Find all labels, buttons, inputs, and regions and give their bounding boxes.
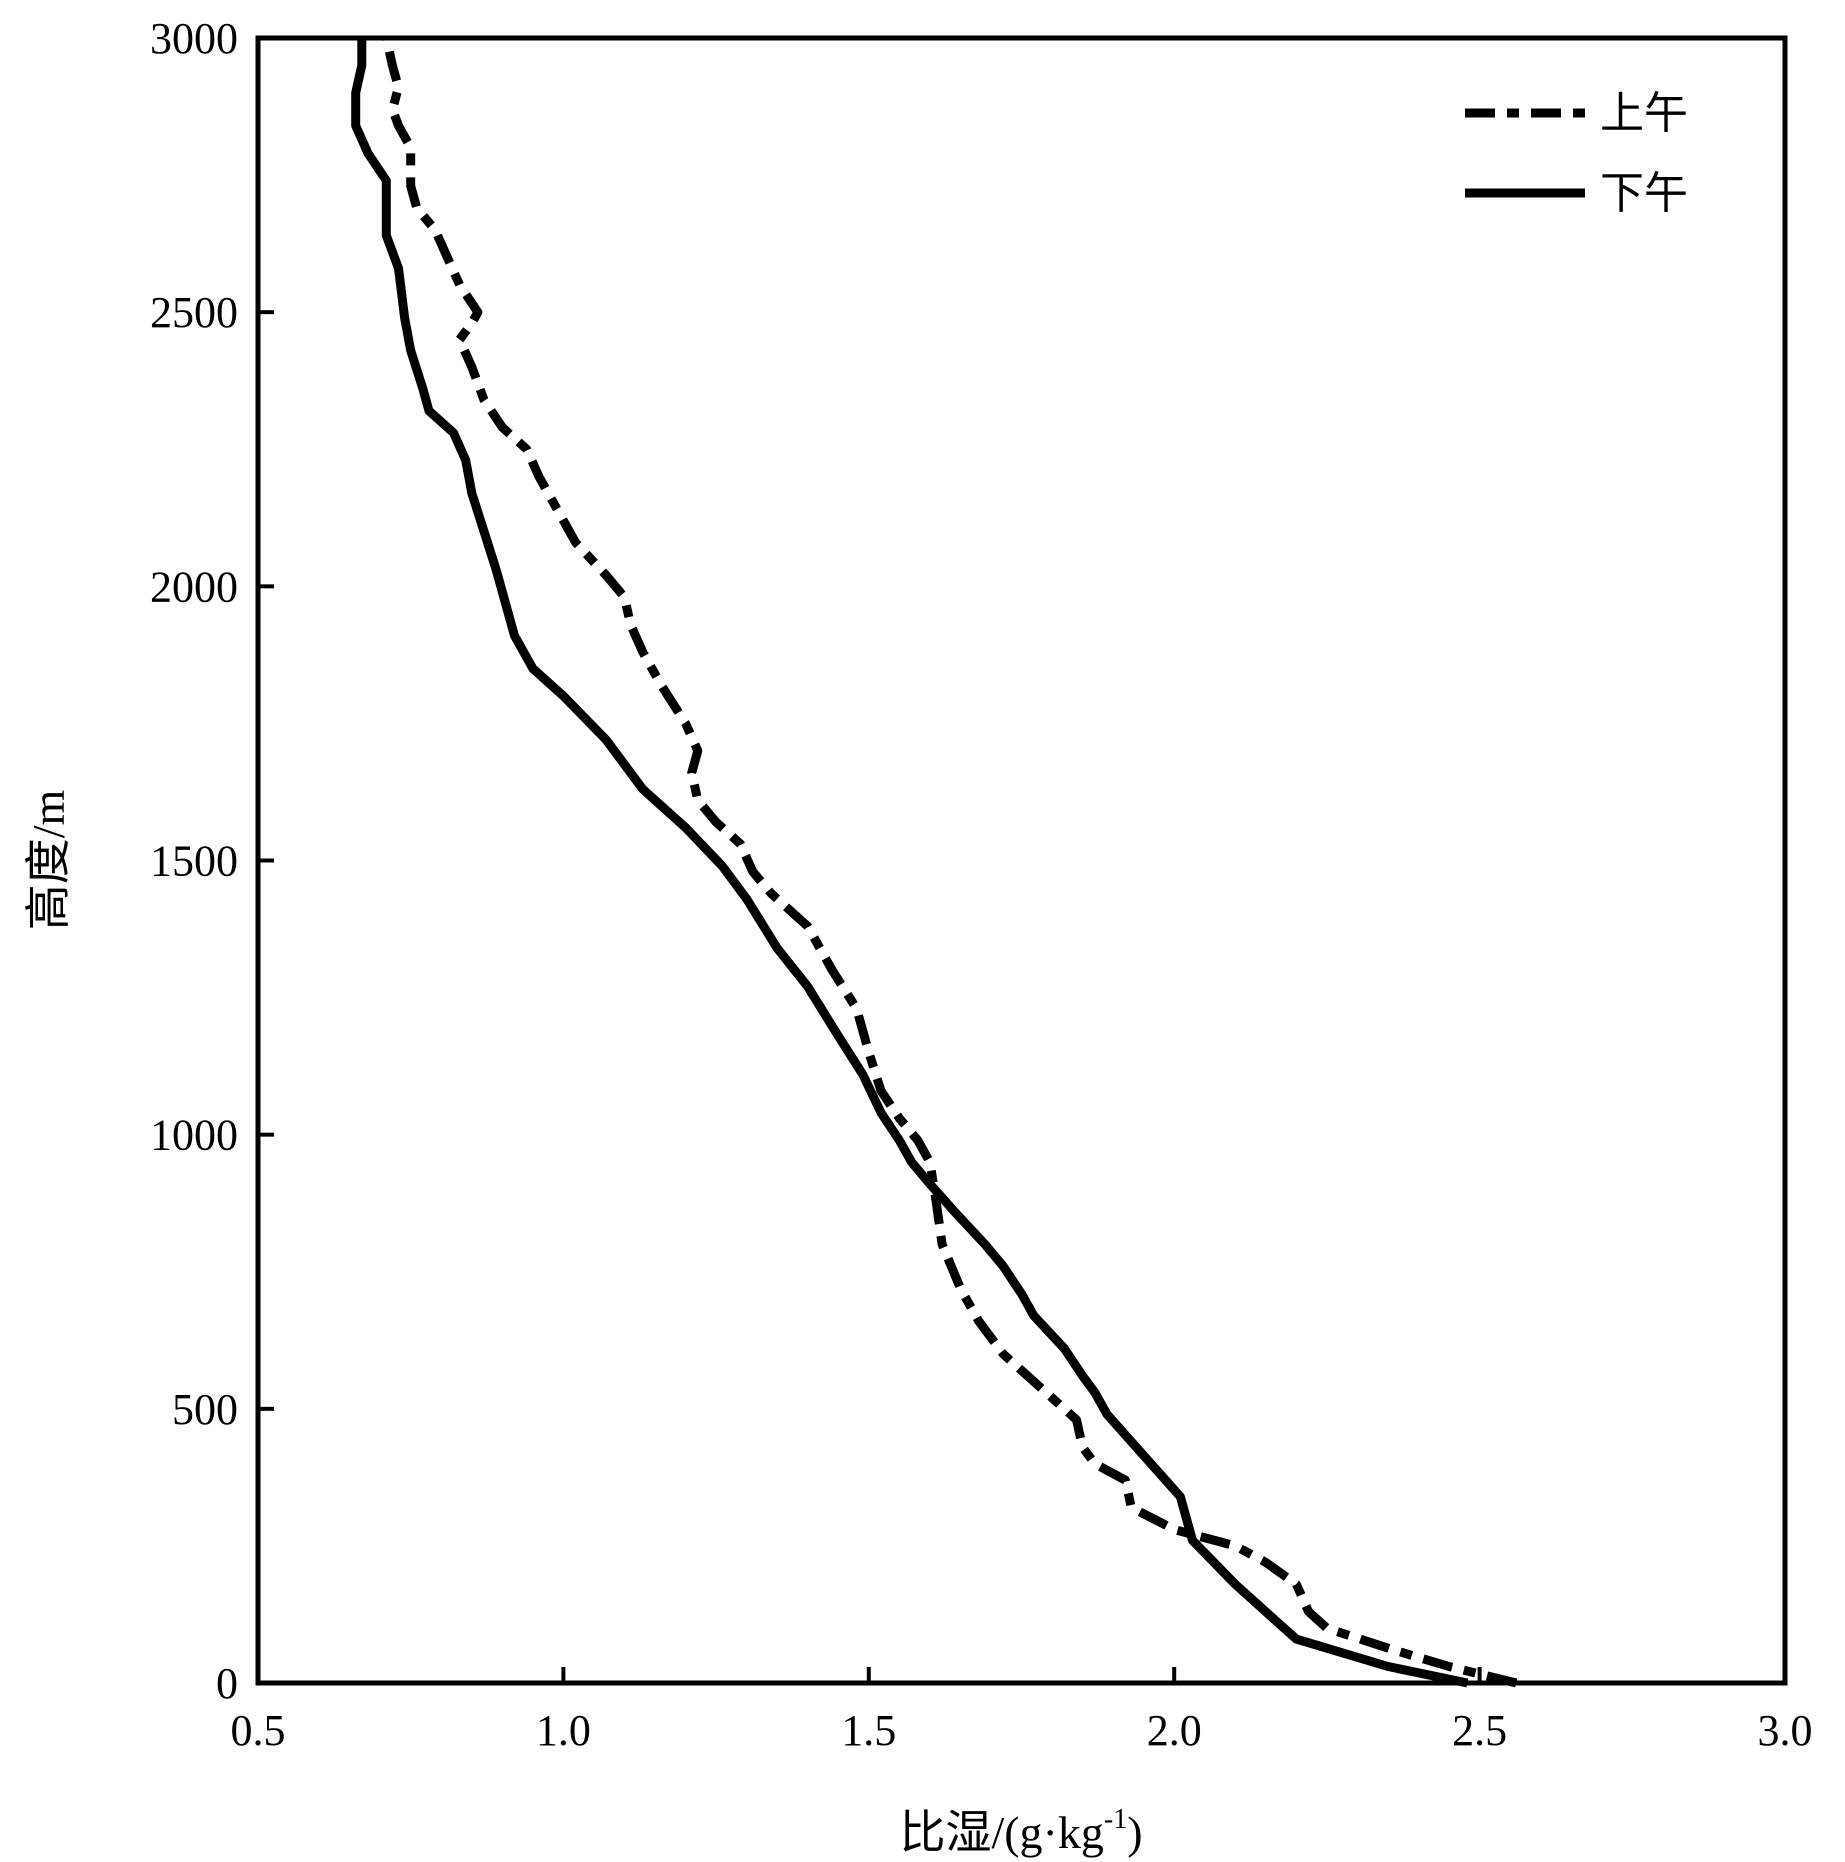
x-axis-title-end: )	[1127, 1807, 1142, 1858]
x-tick-label: 2.0	[1147, 1706, 1202, 1755]
plot-frame	[255, 35, 1788, 1686]
x-tick-label: 2.5	[1452, 1706, 1507, 1755]
y-tick-label: 2500	[150, 288, 238, 337]
series-line-afternoon	[351, 38, 1469, 1688]
x-tick-label: 0.5	[231, 1706, 286, 1755]
y-tick-label: 0	[216, 1659, 238, 1708]
legend-label-morning: 上午	[1600, 88, 1688, 139]
y-tick-label: 3000	[150, 14, 238, 63]
legend-label-afternoon: 下午	[1600, 168, 1688, 219]
series-line-morning	[381, 37, 1518, 1688]
y-tick-label: 1000	[150, 1111, 238, 1160]
x-axis-title-main: 比湿/(g·kg	[899, 1807, 1103, 1858]
y-tick-label: 500	[172, 1385, 238, 1434]
x-tick-label: 1.5	[841, 1706, 896, 1755]
x-tick-label: 1.0	[536, 1706, 591, 1755]
x-axis: 0.5 1.0 1.5 2.0 2.5 3.0	[231, 1667, 1813, 1755]
legend: 上午 下午	[1465, 88, 1688, 219]
x-axis-title-superscript: -1	[1104, 1804, 1127, 1835]
y-axis: 0 500 1000 1500 2000 2500 3000	[150, 14, 274, 1708]
series-layer	[351, 37, 1518, 1688]
y-tick-label: 2000	[150, 562, 238, 611]
x-tick-label: 3.0	[1758, 1706, 1813, 1755]
y-tick-label: 1500	[150, 837, 238, 886]
y-axis-title: 高度/m	[23, 790, 74, 931]
x-axis-title: 比湿/(g·kg-1)	[899, 1804, 1142, 1858]
